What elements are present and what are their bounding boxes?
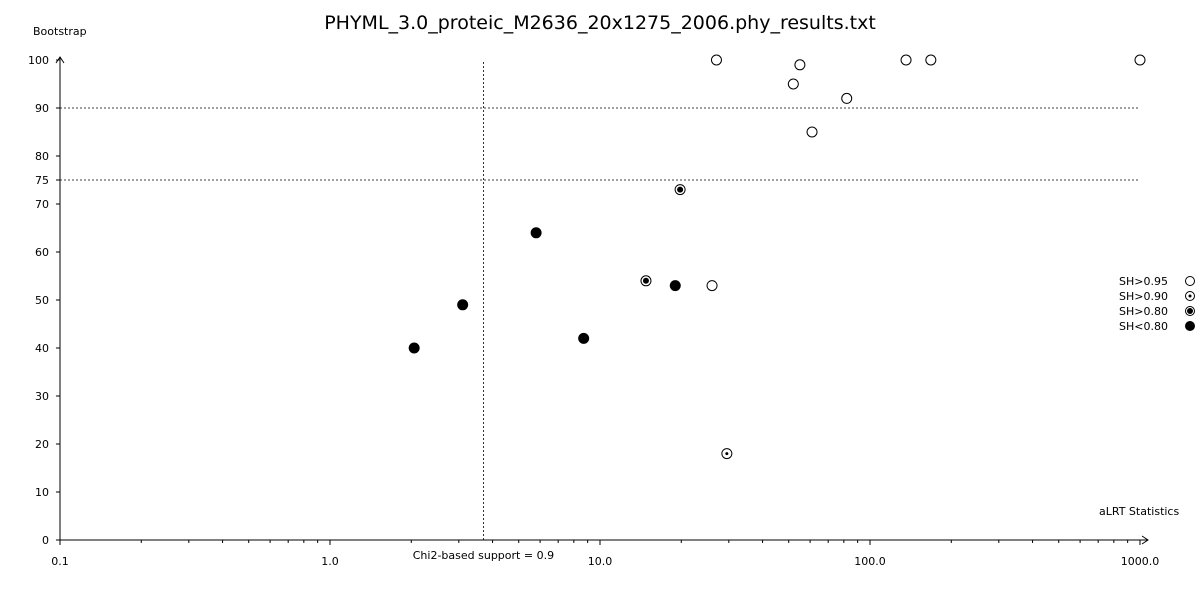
y-tick-label: 40	[35, 342, 49, 355]
x-tick-label: 1000.0	[1121, 555, 1160, 568]
y-tick-label: 70	[35, 198, 49, 211]
y-tick-label: 30	[35, 390, 49, 403]
x-axis-label: aLRT Statistics	[1099, 505, 1179, 518]
x-axis-arrow-icon	[1141, 535, 1149, 545]
legend: SH>0.95 SH>0.90 SH>0.80 SH<0.80	[1119, 275, 1195, 333]
y-axis-label: Bootstrap	[33, 25, 87, 38]
y-tick-label: 100	[28, 54, 49, 67]
legend-marker-icon	[1185, 321, 1195, 331]
data-point	[706, 280, 718, 292]
legend-label: SH>0.90	[1119, 290, 1168, 303]
y-tick-label: 10	[35, 486, 49, 499]
data-point	[721, 448, 733, 460]
legend-label: SH<0.80	[1119, 320, 1168, 333]
data-point	[787, 78, 799, 90]
x-tick-label: 1.0	[321, 555, 339, 568]
y-tick-label: 50	[35, 294, 49, 307]
y-tick-label: 60	[35, 246, 49, 259]
y-ticks: 0 10 20 30 40 50 60 70 75 80 90 100	[28, 54, 60, 547]
data-point	[900, 54, 912, 66]
data-point	[841, 92, 853, 104]
data-point	[794, 59, 806, 71]
legend-label: SH>0.95	[1119, 275, 1168, 288]
data-points	[408, 54, 1146, 460]
y-axis-arrow-icon	[55, 56, 65, 64]
data-point	[806, 126, 818, 138]
reference-lines: Chi2-based support = 0.9	[60, 60, 1140, 562]
y-tick-label: 20	[35, 438, 49, 451]
legend-marker-icon	[1185, 306, 1195, 316]
chart-title: PHYML_3.0_proteic_M2636_20x1275_2006.phy…	[324, 12, 876, 34]
data-point	[530, 227, 542, 239]
axes	[55, 56, 1149, 545]
data-point	[710, 54, 722, 66]
reference-line-label: Chi2-based support = 0.9	[413, 549, 554, 562]
data-point	[1134, 54, 1146, 66]
data-point	[578, 332, 590, 344]
data-point	[925, 54, 937, 66]
legend-marker-icon	[1185, 291, 1195, 301]
data-point	[640, 275, 652, 287]
data-point	[674, 184, 686, 196]
y-tick-label: 80	[35, 150, 49, 163]
legend-label: SH>0.80	[1119, 305, 1168, 318]
legend-marker-icon	[1185, 276, 1195, 286]
x-tick-label: 100.0	[854, 555, 886, 568]
x-tick-label: 0.1	[51, 555, 69, 568]
data-point	[457, 299, 469, 311]
data-point	[408, 342, 420, 354]
y-tick-label: 0	[42, 534, 49, 547]
x-tick-label: 10.0	[588, 555, 613, 568]
y-tick-label: 75	[35, 174, 49, 187]
x-ticks: 0.1 1.0 10.0 100.0 1000.0	[51, 540, 1159, 568]
y-tick-label: 90	[35, 102, 49, 115]
data-point	[669, 280, 681, 292]
